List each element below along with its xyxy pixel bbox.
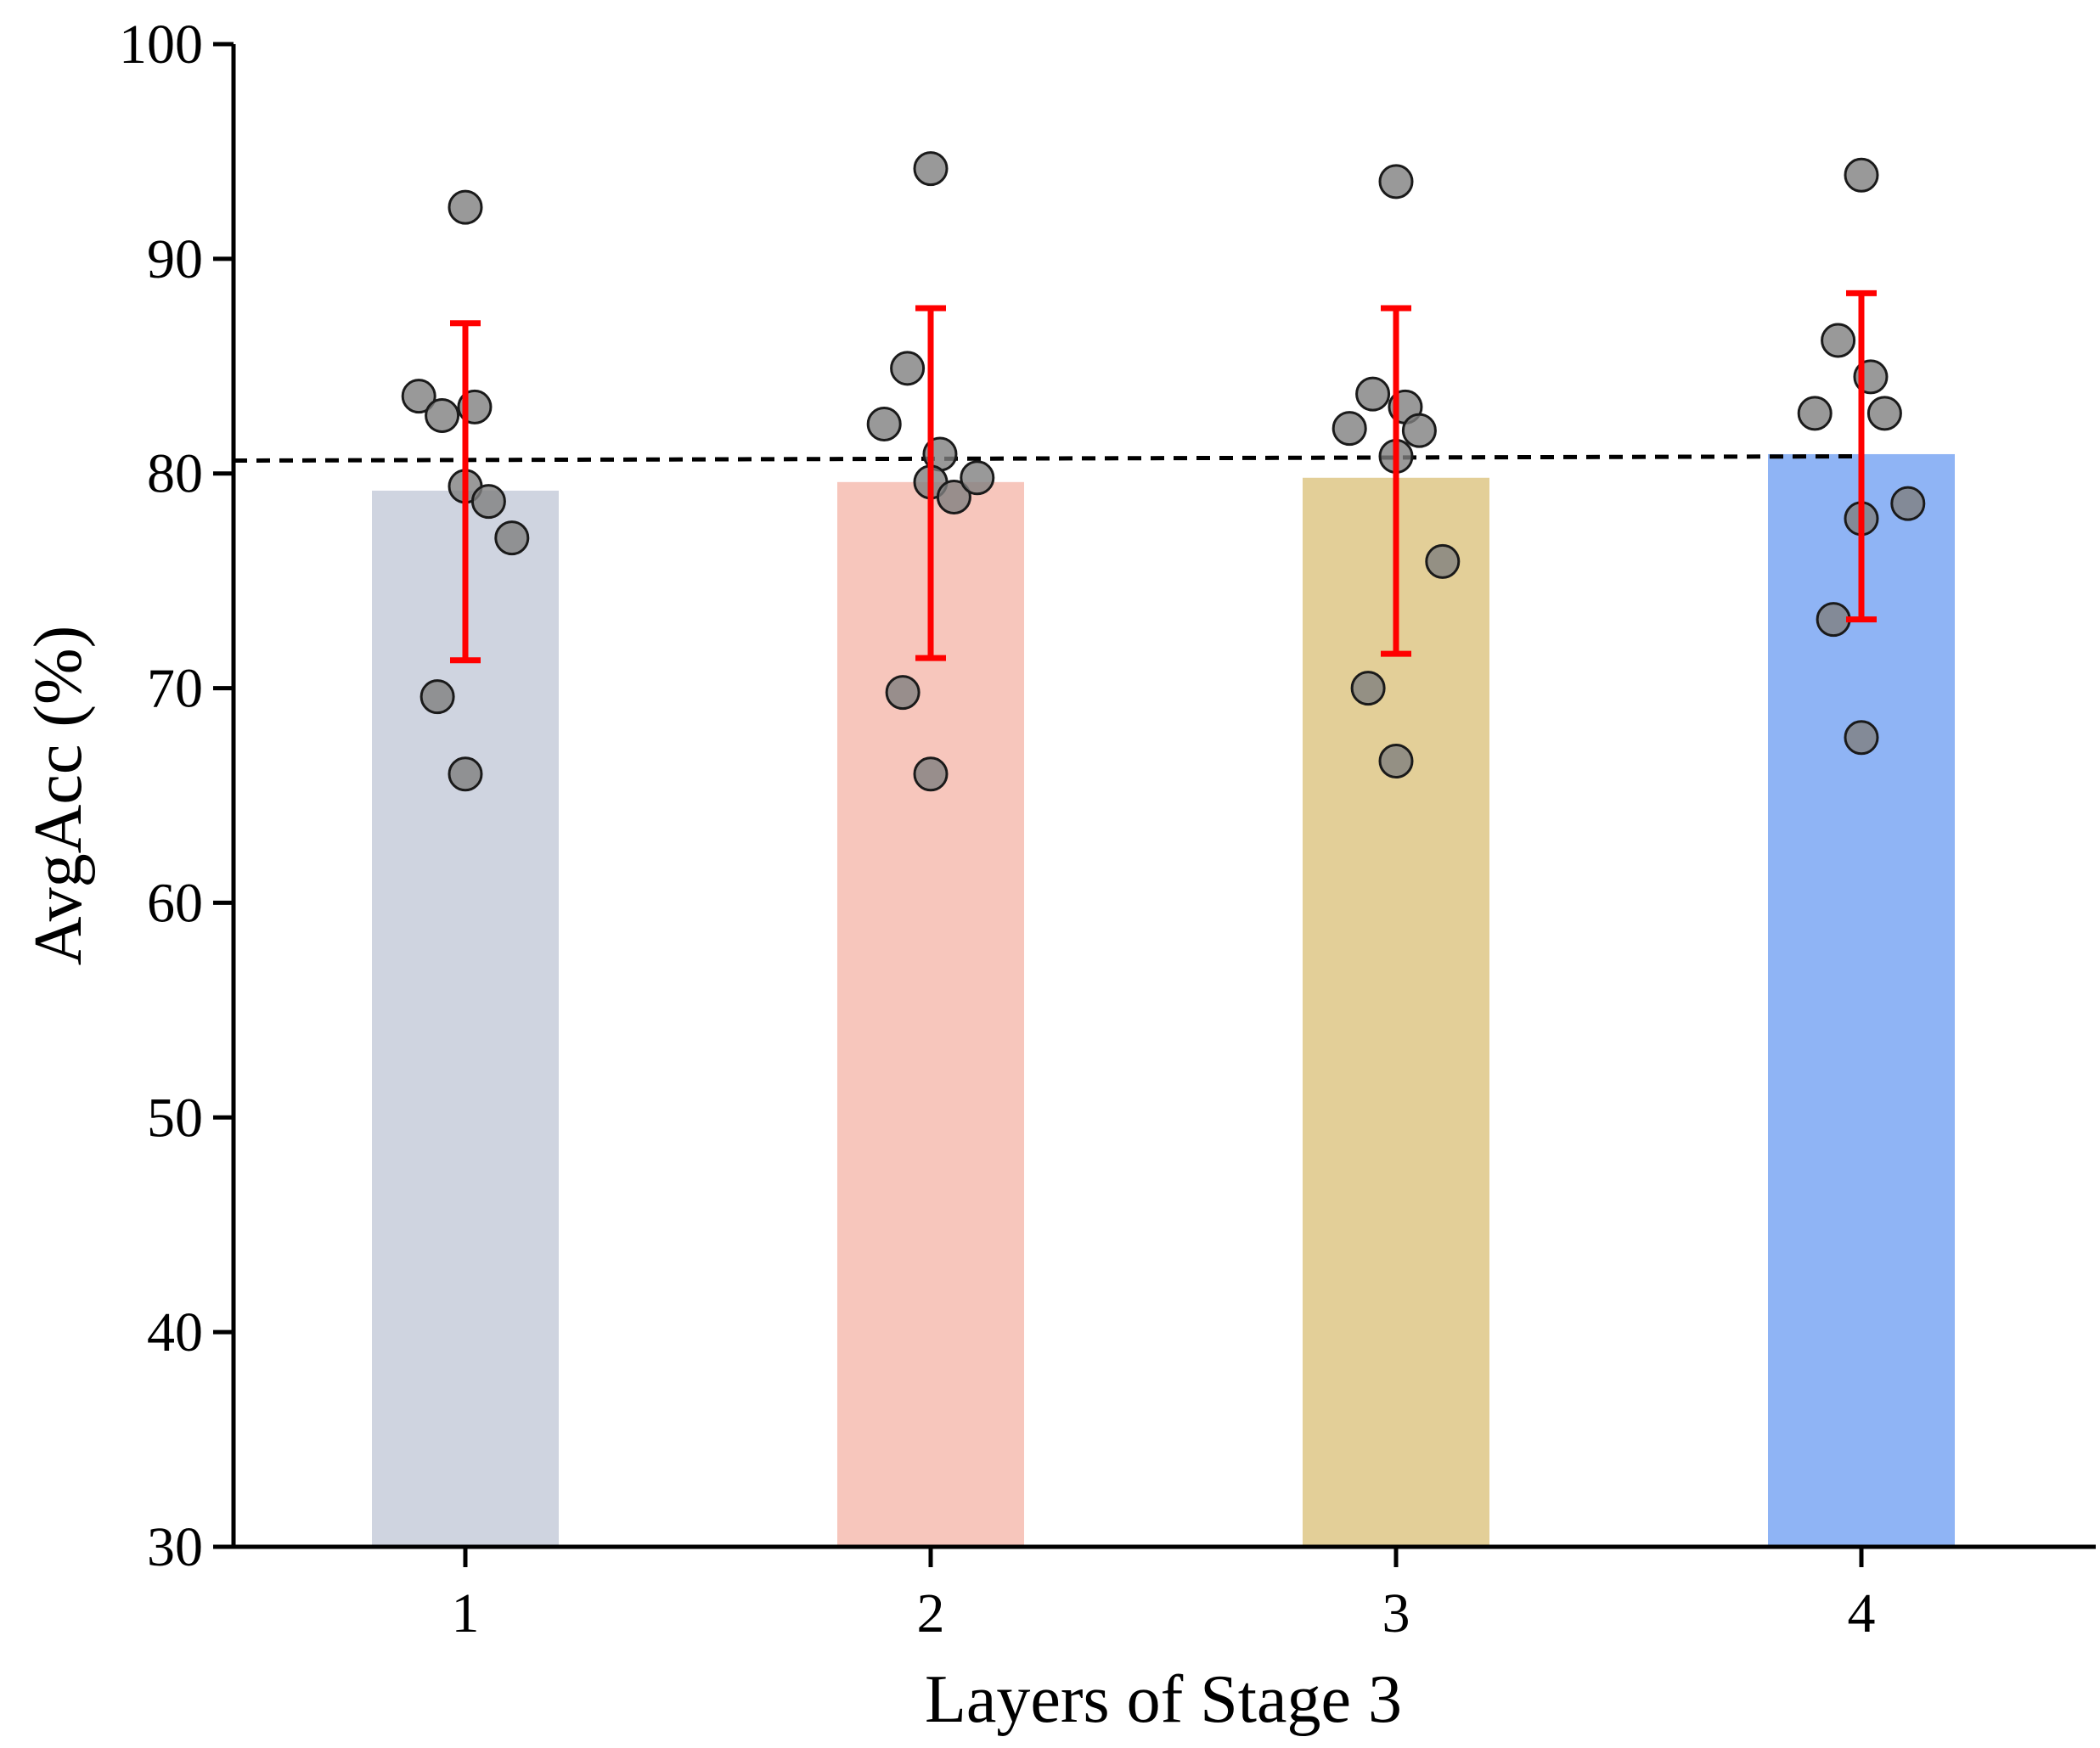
data-point-1-9 (448, 756, 483, 792)
data-point-3-3 (1332, 411, 1367, 447)
data-point-3-1 (1378, 164, 1414, 200)
data-point-1-8 (419, 679, 455, 715)
ticks-layer: 30 40 50 60 70 80 90 100 1 2 3 4 (119, 14, 1876, 1644)
data-point-3-2 (1355, 376, 1391, 412)
data-point-3-5 (1401, 413, 1437, 448)
data-point-2-7 (960, 460, 995, 496)
x-tick-label-4: 4 (1848, 1582, 1876, 1644)
error-bar-1 (450, 320, 481, 664)
x-tick-label-1: 1 (452, 1582, 480, 1644)
error-bar-4 (1846, 289, 1877, 623)
y-tick-label-50: 50 (147, 1087, 203, 1149)
data-point-4-2 (1821, 323, 1856, 358)
data-point-1-1 (401, 379, 436, 414)
bar-4 (1768, 453, 1955, 1547)
error-bar-3 (1381, 305, 1411, 657)
y-tick-label-90: 90 (147, 228, 203, 290)
y-tick-label-100: 100 (119, 14, 203, 76)
error-bars-layer (450, 289, 1877, 664)
data-point-4-9 (1844, 720, 1879, 756)
y-axis-title: AvgAcc (%) (21, 626, 96, 966)
reference-line-layer (233, 453, 1862, 464)
data-point-1-7 (494, 520, 530, 556)
x-tick-label-2: 2 (917, 1582, 945, 1644)
data-point-3-8 (1350, 671, 1386, 706)
data-point-2-3 (866, 407, 902, 442)
data-point-2-1 (913, 151, 949, 187)
x-axis-title: Layers of Stage 3 (925, 1662, 1402, 1737)
data-point-4-5 (1866, 396, 1902, 431)
data-point-2-8 (885, 675, 921, 711)
y-tick-label-60: 60 (147, 872, 203, 934)
data-point-4-8 (1816, 602, 1851, 638)
data-point-4-6 (1890, 486, 1926, 521)
data-point-2-9 (913, 756, 949, 792)
data-point-4-1 (1844, 157, 1879, 193)
error-bar-2 (915, 305, 946, 661)
y-tick-label-40: 40 (147, 1301, 203, 1363)
x-tick-label-3: 3 (1382, 1582, 1410, 1644)
data-point-1-4 (448, 189, 483, 225)
y-tick-label-80: 80 (147, 443, 203, 505)
bar-1 (372, 490, 559, 1547)
axes-layer (231, 44, 2096, 1549)
data-point-1-6 (470, 484, 506, 520)
data-point-1-2 (425, 397, 460, 433)
data-point-3-9 (1378, 744, 1414, 779)
bars-layer (372, 453, 1955, 1547)
reference-line (233, 453, 1862, 464)
y-tick-label-30: 30 (147, 1516, 203, 1578)
y-tick-label-70: 70 (147, 658, 203, 720)
data-point-3-7 (1425, 543, 1461, 579)
data-point-4-4 (1797, 396, 1833, 431)
data-point-2-6 (936, 480, 971, 515)
data-point-2-2 (890, 351, 926, 386)
points-layer (401, 151, 1926, 792)
